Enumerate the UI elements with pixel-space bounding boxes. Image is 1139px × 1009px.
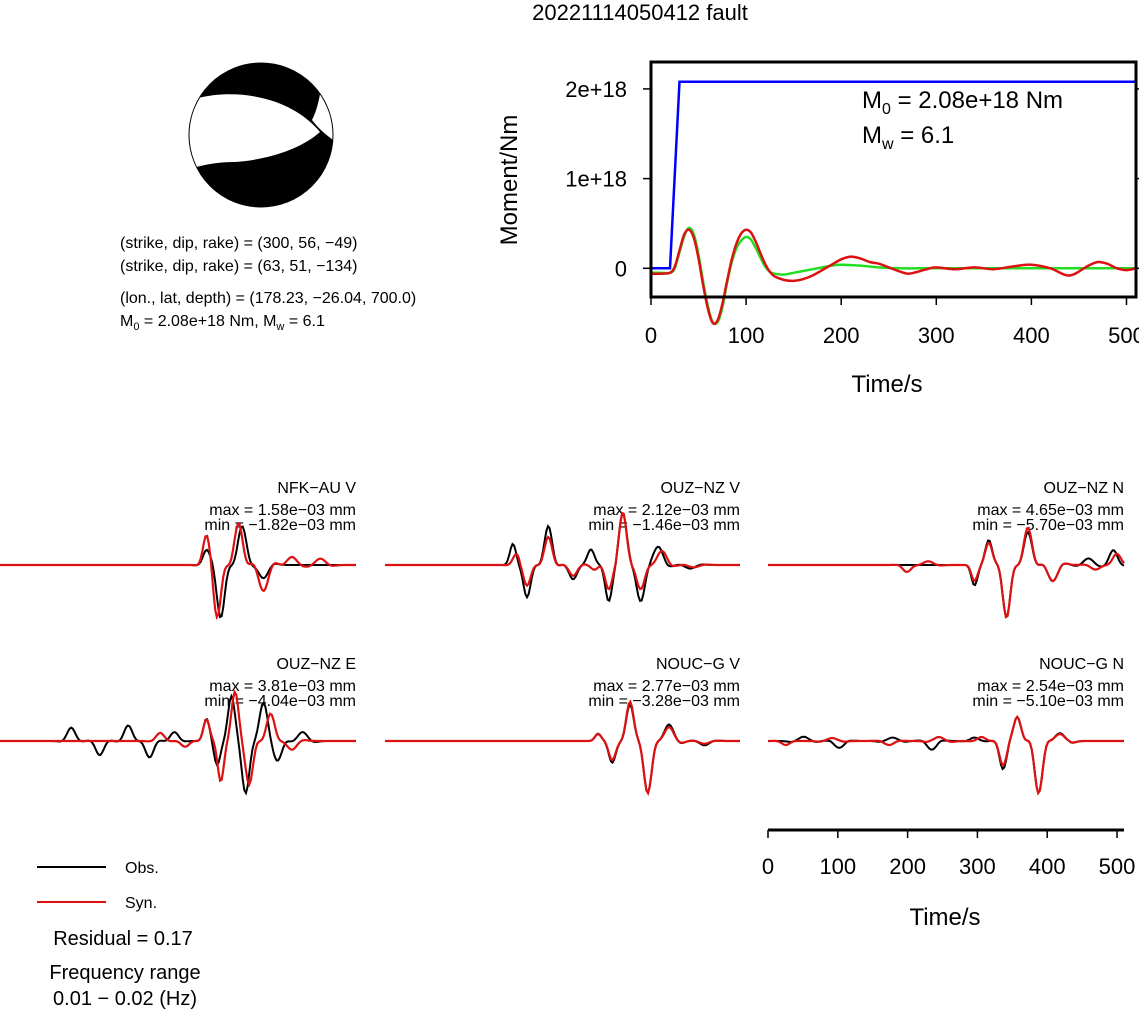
waveform-x-tick-label: 0 — [762, 854, 774, 879]
station-name: OUZ−NZ V — [660, 480, 740, 497]
synthetic-trace — [0, 522, 356, 621]
focal-mechanism-beachball — [188, 62, 334, 208]
moment-x-tick-label: 0 — [645, 323, 657, 348]
station-min: min = −1.46e−03 mm — [588, 517, 740, 534]
moment-y-tick-label: 0 — [615, 256, 627, 281]
synthetic-trace — [0, 689, 356, 788]
station-max: max = 3.81e−03 mm — [209, 678, 356, 695]
waveform-x-axis-label: Time/s — [909, 904, 980, 931]
station-max: max = 2.54e−03 mm — [977, 678, 1124, 695]
moment-summary: M0 = 2.08e+18 Nm, Mw = 6.1 — [120, 313, 325, 333]
synthetic-trace — [768, 526, 1125, 619]
station-min: min = −5.10e−03 mm — [972, 693, 1124, 710]
moment-x-tick-label: 200 — [823, 323, 860, 348]
station-min: min = −5.70e−03 mm — [972, 517, 1124, 534]
waveform-time-axis: Time/s 0 100 200 300 400 500 — [762, 828, 1136, 931]
nodal-plane-2: (strike, dip, rake) = (63, 51, −134) — [120, 258, 357, 275]
legend-obs-label: Obs. — [125, 860, 159, 877]
moment-x-tick-label: 300 — [918, 323, 955, 348]
legend-syn-label: Syn. — [125, 895, 157, 912]
observed-trace — [0, 693, 356, 796]
moment-y-tick-label: 1e+18 — [565, 167, 627, 192]
observed-trace — [768, 715, 1124, 796]
station-name: NFK−AU V — [277, 480, 356, 497]
mechanism-text: (strike, dip, rake) = (300, 56, −49) (st… — [120, 235, 416, 333]
moment-rate-green-line — [651, 226, 1136, 326]
station-min: min = −4.04e−03 mm — [204, 693, 356, 710]
beachball-dilatation-east — [312, 82, 333, 140]
moment-y-axis-label: Moment/Nm — [496, 115, 523, 246]
figure-title: 20221114050412 fault — [532, 0, 748, 25]
synthetic-trace — [768, 715, 1124, 796]
observed-trace — [0, 525, 356, 619]
frequency-range-value: 0.01 − 0.02 (Hz) — [53, 988, 197, 1009]
station-max: max = 2.12e−03 mm — [593, 502, 740, 519]
moment-x-tick-label: 400 — [1013, 323, 1050, 348]
station-name: NOUC−G N — [1039, 656, 1124, 673]
moment-x-axis-label: Time/s — [851, 371, 922, 398]
synthetic-trace — [385, 699, 740, 796]
hypocenter-location: (lon., lat, depth) = (178.23, −26.04, 70… — [120, 290, 416, 307]
waveform-legend: Obs. Syn. Residual = 0.17 Frequency rang… — [37, 860, 201, 1009]
moment-annotation-m0: M0 = 2.08e+18 Nm — [862, 87, 1063, 118]
beachball-dilatation-west — [189, 94, 320, 170]
moment-plot-frame — [649, 60, 1138, 299]
cumulative-moment-line — [651, 80, 1136, 270]
synthetic-trace — [385, 511, 740, 591]
moment-x-tick-label: 100 — [728, 323, 765, 348]
observed-trace — [385, 702, 740, 796]
moment-rate-red-line — [650, 228, 1137, 326]
frequency-range-title: Frequency range — [49, 962, 200, 984]
waveform-x-tick-label: 300 — [959, 854, 996, 879]
station-max: max = 2.77e−03 mm — [593, 678, 740, 695]
waveform-x-tick-label: 500 — [1099, 854, 1136, 879]
moment-rate-plot: Moment/Nm Time/s 0 100 200 300 400 500 0 1e+18 2… — [496, 60, 1139, 398]
station-max: max = 4.65e−03 mm — [977, 502, 1124, 519]
station-min: min = −1.82e−03 mm — [204, 517, 356, 534]
station-name: OUZ−NZ E — [276, 656, 356, 673]
waveform-x-tick-label: 100 — [819, 854, 856, 879]
station-name: OUZ−NZ N — [1044, 480, 1124, 497]
station-name: NOUC−G V — [656, 656, 740, 673]
residual-text: Residual = 0.17 — [53, 928, 193, 950]
station-max: max = 1.58e−03 mm — [209, 502, 356, 519]
nodal-plane-1: (strike, dip, rake) = (300, 56, −49) — [120, 235, 357, 252]
observed-trace — [768, 531, 1125, 619]
waveform-x-tick-label: 400 — [1029, 854, 1066, 879]
moment-annotation-mw: Mw = 6.1 — [862, 122, 954, 153]
station-min: min = −3.28e−03 mm — [588, 693, 740, 710]
moment-y-tick-label: 2e+18 — [565, 77, 627, 102]
waveform-x-tick-label: 200 — [889, 854, 926, 879]
moment-x-tick-label: 500 — [1108, 323, 1139, 348]
